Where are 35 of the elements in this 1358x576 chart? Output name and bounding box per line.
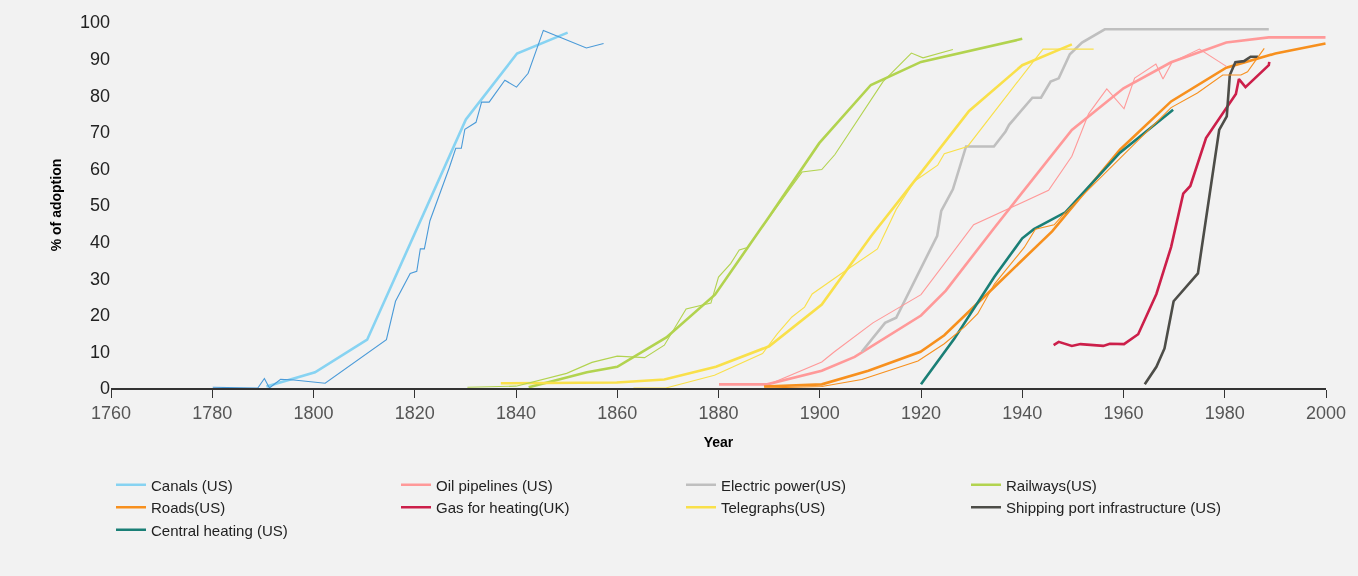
y-tick-label: 100 bbox=[79, 12, 110, 33]
legend-label: Oil pipelines (US) bbox=[436, 476, 553, 494]
legend-label: Shipping port infrastructure (US) bbox=[1006, 499, 1222, 517]
x-tick-label: 1840 bbox=[495, 403, 537, 424]
x-tick-label: 1880 bbox=[698, 403, 739, 424]
x-tick-label: 1940 bbox=[1002, 403, 1043, 424]
legend-label: Railways(US) bbox=[1006, 476, 1097, 494]
y-tick-label: 10 bbox=[89, 341, 110, 362]
y-tick-label: 80 bbox=[89, 85, 110, 106]
legend-label: Roads(US) bbox=[151, 499, 226, 517]
y-tick-label: 20 bbox=[89, 305, 110, 326]
legend-label: Canals (US) bbox=[151, 476, 233, 494]
legend-label: Electric power(US) bbox=[721, 476, 847, 494]
x-tick-label: 1980 bbox=[1204, 403, 1245, 424]
y-tick-label: 30 bbox=[89, 268, 110, 289]
y-tick-label: 70 bbox=[89, 122, 110, 143]
legend-label: Gas for heating(UK) bbox=[436, 499, 570, 517]
y-tick-label: 90 bbox=[89, 48, 110, 69]
x-tick-label: 1800 bbox=[293, 403, 334, 424]
x-tick-label: 1920 bbox=[900, 403, 942, 424]
legend-label: Telegraphs(US) bbox=[721, 499, 826, 517]
y-axis-title: % of adoption bbox=[47, 158, 64, 252]
x-tick-label: 2000 bbox=[1305, 403, 1347, 424]
legend-label: Central heating (US) bbox=[151, 521, 288, 539]
x-tick-label: 1820 bbox=[394, 403, 435, 424]
x-tick-label: 1760 bbox=[90, 403, 132, 424]
x-tick-label: 1860 bbox=[597, 403, 638, 424]
x-tick-label: 1960 bbox=[1103, 403, 1144, 424]
x-tick-label: 1780 bbox=[192, 403, 233, 424]
y-tick-label: 60 bbox=[89, 158, 110, 179]
x-tick-label: 1900 bbox=[799, 403, 840, 424]
x-axis-title: Year bbox=[703, 434, 734, 451]
y-tick-label: 50 bbox=[89, 195, 110, 216]
y-tick-label: 40 bbox=[89, 231, 110, 252]
y-tick-label: 0 bbox=[99, 378, 110, 399]
